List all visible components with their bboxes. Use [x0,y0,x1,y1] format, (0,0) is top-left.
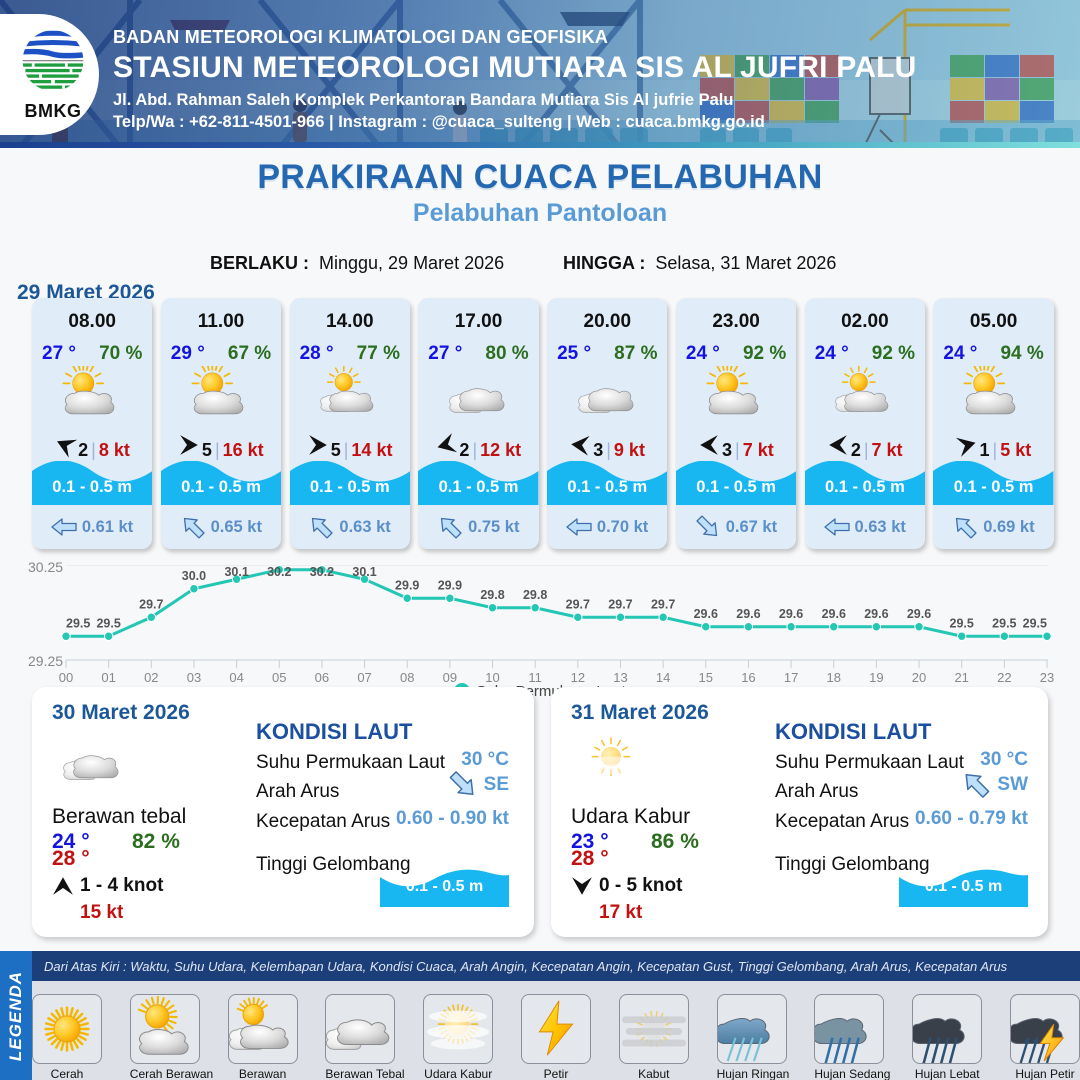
svg-text:29.6: 29.6 [907,607,931,621]
svg-text:29.9: 29.9 [395,578,419,592]
svg-text:29.9: 29.9 [438,578,462,592]
svg-text:30.2: 30.2 [310,565,334,579]
svg-text:29.6: 29.6 [864,607,888,621]
svg-text:29.6: 29.6 [694,607,718,621]
svg-text:29.6: 29.6 [822,607,846,621]
svg-text:29.8: 29.8 [523,588,547,602]
svg-text:29.5: 29.5 [950,616,974,630]
svg-text:29.7: 29.7 [608,597,632,611]
svg-text:29.8: 29.8 [480,588,504,602]
svg-text:30.0: 30.0 [182,569,206,583]
svg-text:30.1: 30.1 [352,565,376,579]
svg-text:29.7: 29.7 [566,597,590,611]
svg-text:29.7: 29.7 [139,597,163,611]
svg-text:29.5: 29.5 [66,616,90,630]
svg-text:30.1: 30.1 [224,565,248,579]
svg-text:30.2: 30.2 [267,565,291,579]
svg-text:29.5: 29.5 [96,616,120,630]
svg-text:29.6: 29.6 [779,607,803,621]
svg-text:29.5: 29.5 [1023,616,1047,630]
svg-text:29.5: 29.5 [992,616,1016,630]
svg-text:29.7: 29.7 [651,597,675,611]
svg-text:29.6: 29.6 [736,607,760,621]
